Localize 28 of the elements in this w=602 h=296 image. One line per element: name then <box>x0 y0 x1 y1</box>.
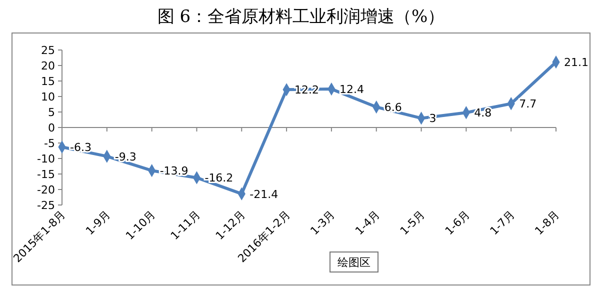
y-tick-label: 20 <box>41 60 55 72</box>
y-tick-label: 25 <box>41 44 55 57</box>
y-tick-label: -15 <box>37 168 55 181</box>
x-tick-label: 1-7月 <box>488 208 518 238</box>
chart-title: 图 6：全省原材料工业利润增速（%） <box>157 7 445 27</box>
data-label: -9.3 <box>114 150 136 164</box>
data-label: -21.4 <box>250 188 278 201</box>
x-tick-label: 1-5月 <box>398 208 428 238</box>
x-tick-label: 1-9月 <box>83 208 114 238</box>
y-tick-label: 5 <box>48 106 55 119</box>
data-label: 21.1 <box>564 56 588 70</box>
data-label: -16.2 <box>204 172 234 185</box>
y-tick-label: -5 <box>44 137 55 150</box>
y-tick-label: 15 <box>41 75 55 88</box>
x-tick-label: 1-8月 <box>532 208 562 238</box>
y-tick-label: -25 <box>37 199 55 212</box>
y-tick-label: -10 <box>37 152 55 166</box>
data-label: 12.4 <box>339 83 364 96</box>
x-tick-label: 1-3月 <box>308 208 338 238</box>
x-tick-label: 1-4月 <box>352 208 382 238</box>
y-tick-label: 10 <box>41 90 55 104</box>
x-tick-label: 1-6月 <box>442 208 472 238</box>
data-label: 12.2 <box>294 84 320 97</box>
data-label: 4.8 <box>474 106 492 120</box>
y-tick-label: 0 <box>48 122 55 134</box>
data-label: 7.7 <box>519 98 537 111</box>
tooltip-box: 绘图区 <box>330 252 378 272</box>
y-tick-label: -20 <box>37 184 55 196</box>
